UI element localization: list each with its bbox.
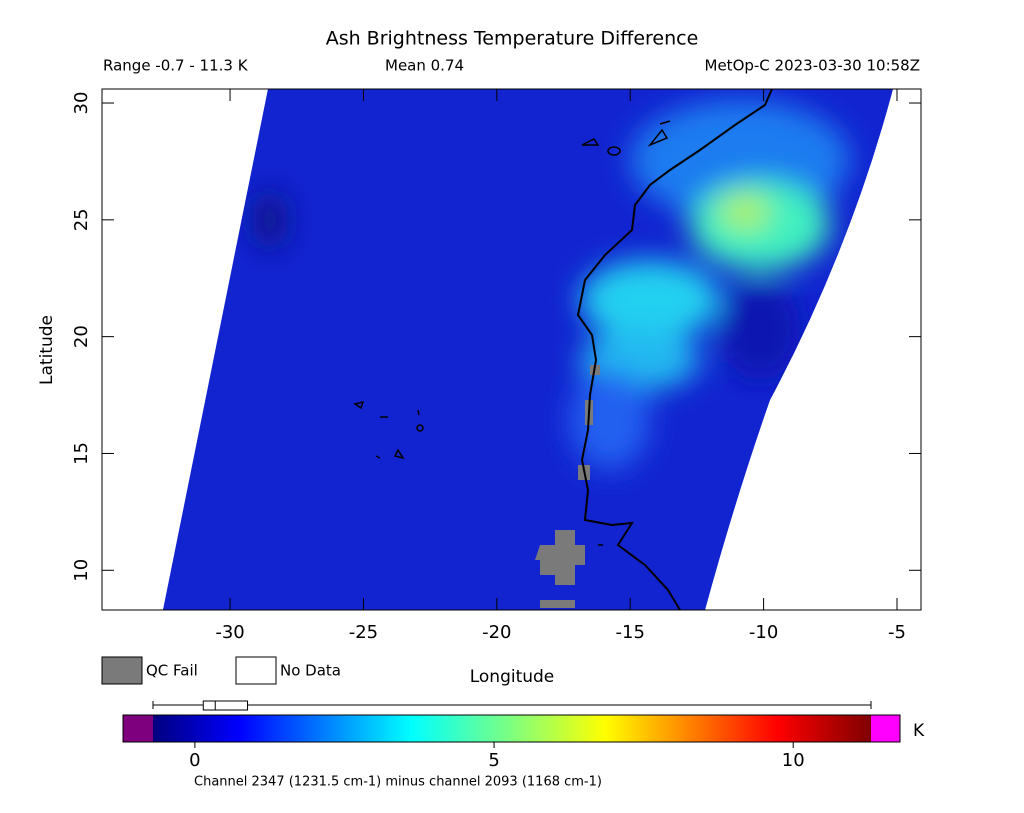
x-tick-label: -10 bbox=[749, 622, 778, 643]
y-axis-label: Latitude bbox=[37, 315, 57, 385]
colorbar-tick-label: 0 bbox=[189, 750, 200, 771]
colorbar-axis: 0 5 10 bbox=[152, 700, 872, 771]
y-tick-label: 20 bbox=[71, 325, 92, 348]
qc-fail-label: QC Fail bbox=[146, 662, 198, 680]
y-tick-label: 10 bbox=[71, 559, 92, 582]
no-data-label: No Data bbox=[280, 662, 341, 680]
y-tick-label: 25 bbox=[71, 208, 92, 231]
subtitle-source: MetOp-C 2023-03-30 10:58Z bbox=[705, 57, 920, 75]
colorbar-caption: Channel 2347 (1231.5 cm-1) minus channel… bbox=[194, 775, 602, 790]
colorbar-unit: K bbox=[913, 721, 925, 741]
axes: -30 -25 -20 -15 -10 -5 10 15 20 25 30 bbox=[71, 89, 921, 643]
underflow-swatch bbox=[123, 715, 153, 742]
x-tick-label: -30 bbox=[215, 622, 244, 643]
coastline bbox=[576, 88, 773, 611]
subtitle-range: Range -0.7 - 11.3 K bbox=[103, 57, 249, 75]
x-tick-label: -25 bbox=[349, 622, 378, 643]
x-axis-label: Longitude bbox=[470, 667, 555, 687]
x-tick-label: -20 bbox=[482, 622, 511, 643]
box-iqr bbox=[202, 700, 249, 711]
y-tick-label: 30 bbox=[71, 92, 92, 115]
subtitle-mean: Mean 0.74 bbox=[385, 57, 464, 75]
colorbar-tick-label: 10 bbox=[782, 750, 805, 771]
colorbar-tick-label: 5 bbox=[488, 750, 499, 771]
qc-fail-swatch bbox=[101, 656, 143, 685]
no-data-swatch bbox=[235, 656, 277, 685]
colorbar bbox=[153, 715, 871, 742]
title: Ash Brightness Temperature Difference bbox=[326, 28, 699, 50]
colorbar-frame bbox=[122, 714, 901, 743]
plot-frame bbox=[101, 88, 922, 611]
overflow-swatch bbox=[871, 715, 900, 742]
swath bbox=[163, 89, 893, 610]
x-tick-label: -5 bbox=[888, 622, 906, 643]
x-tick-label: -15 bbox=[616, 622, 645, 643]
islands bbox=[353, 120, 671, 546]
y-tick-label: 15 bbox=[71, 442, 92, 465]
